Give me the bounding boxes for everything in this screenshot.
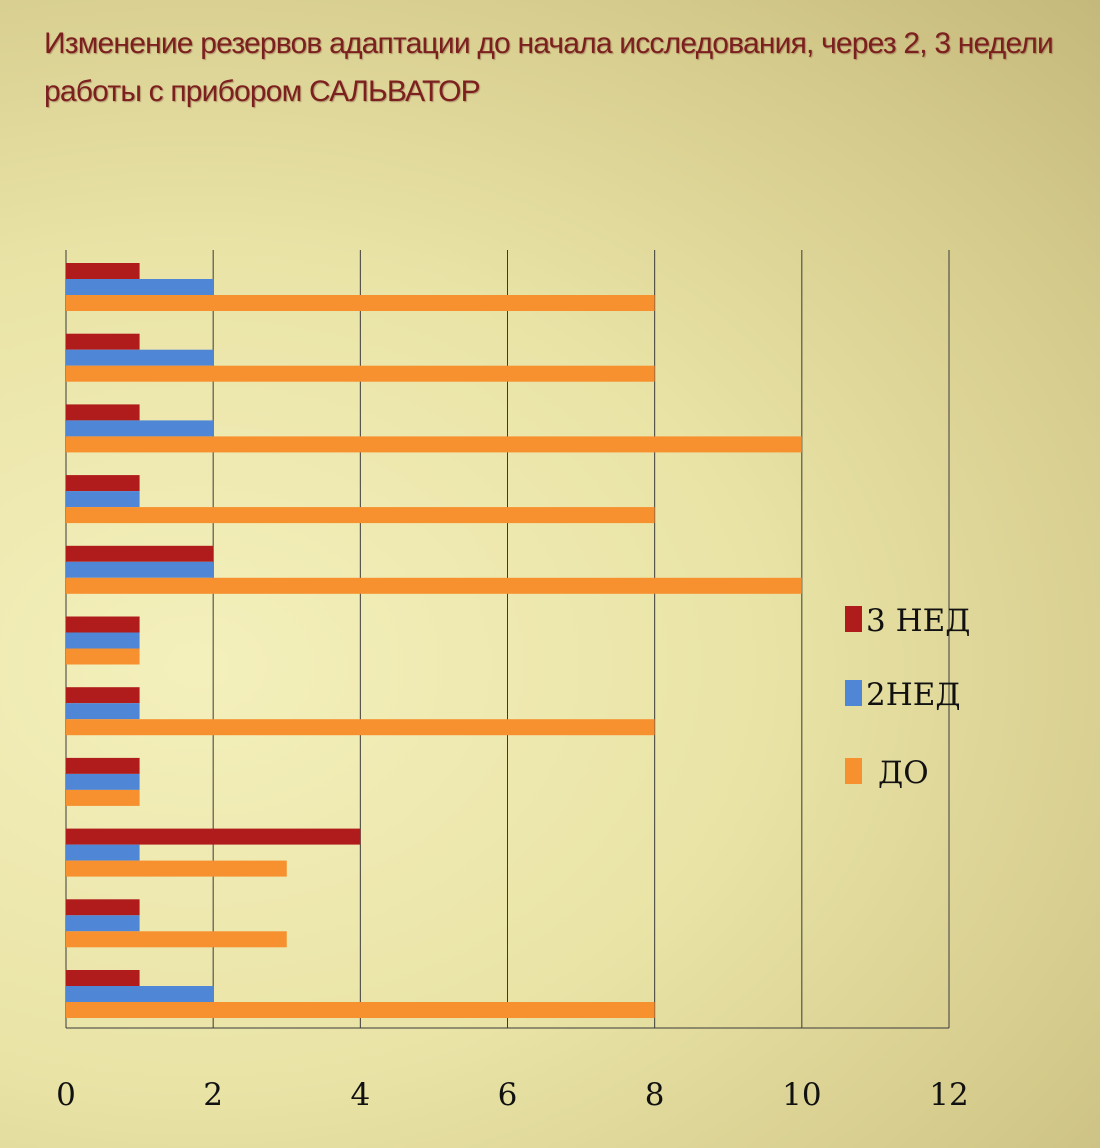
x-tick-label: 6 bbox=[498, 1077, 518, 1113]
bar-group bbox=[66, 687, 655, 736]
bar-2-5 bbox=[66, 648, 140, 665]
x-tick-label: 4 bbox=[350, 1077, 370, 1113]
bar-1-2 bbox=[66, 420, 214, 437]
bar-2-3 bbox=[66, 507, 655, 524]
bar-group bbox=[66, 616, 140, 665]
bar-group bbox=[66, 263, 655, 311]
x-tick-label: 8 bbox=[645, 1077, 665, 1113]
bar-1-1 bbox=[66, 349, 214, 366]
x-tick-label: 2 bbox=[203, 1077, 223, 1113]
x-tick-label: 12 bbox=[929, 1077, 968, 1113]
bar-0-2 bbox=[66, 404, 140, 421]
legend-label: ДО bbox=[878, 755, 929, 791]
bar-1-4 bbox=[66, 561, 214, 578]
bar-0-9 bbox=[66, 899, 140, 916]
bar-0-1 bbox=[66, 333, 140, 350]
bar-0-7 bbox=[66, 757, 140, 774]
legend-label: 3 НЕД bbox=[866, 603, 970, 639]
bar-1-3 bbox=[66, 491, 140, 508]
bar-2-9 bbox=[66, 931, 287, 948]
bar-1-9 bbox=[66, 915, 140, 932]
bar-1-8 bbox=[66, 844, 140, 861]
legend-swatch bbox=[845, 606, 862, 632]
bar-group bbox=[66, 404, 802, 453]
bar-0-10 bbox=[66, 970, 140, 986]
chart-title: Изменение резервов адаптации до начала и… bbox=[44, 27, 1054, 108]
legend-swatch bbox=[845, 758, 862, 784]
bar-2-7 bbox=[66, 789, 140, 806]
bar-1-6 bbox=[66, 703, 140, 720]
bar-2-8 bbox=[66, 860, 287, 877]
bars bbox=[66, 263, 802, 1018]
bar-2-4 bbox=[66, 577, 802, 594]
bar-0-4 bbox=[66, 545, 214, 562]
x-tick-labels: 0 2 4 6 8 10 12 bbox=[56, 1077, 969, 1113]
x-tick-label: 0 bbox=[56, 1077, 76, 1113]
bar-2-0 bbox=[66, 295, 655, 311]
bar-1-10 bbox=[66, 986, 214, 1002]
legend: 3 НЕД 2НЕД ДО bbox=[845, 603, 970, 791]
bar-0-5 bbox=[66, 616, 140, 633]
legend-label: 2НЕД bbox=[866, 677, 961, 713]
bar-0-6 bbox=[66, 687, 140, 704]
bar-1-5 bbox=[66, 632, 140, 649]
bar-1-7 bbox=[66, 773, 140, 790]
bar-2-10 bbox=[66, 1002, 655, 1018]
bar-group bbox=[66, 757, 140, 806]
legend-swatch bbox=[845, 680, 862, 706]
bar-group bbox=[66, 899, 287, 948]
bar-0-3 bbox=[66, 475, 140, 492]
bar-2-2 bbox=[66, 436, 802, 453]
bar-group bbox=[66, 970, 655, 1018]
x-tick-label: 10 bbox=[782, 1077, 821, 1113]
bar-1-0 bbox=[66, 279, 214, 295]
bar-group bbox=[66, 475, 655, 524]
bar-group bbox=[66, 545, 802, 594]
bar-0-8 bbox=[66, 828, 361, 845]
bar-0-0 bbox=[66, 263, 140, 279]
bar-2-6 bbox=[66, 719, 655, 736]
bar-group bbox=[66, 828, 361, 877]
bar-group bbox=[66, 333, 655, 382]
bar-2-1 bbox=[66, 365, 655, 382]
